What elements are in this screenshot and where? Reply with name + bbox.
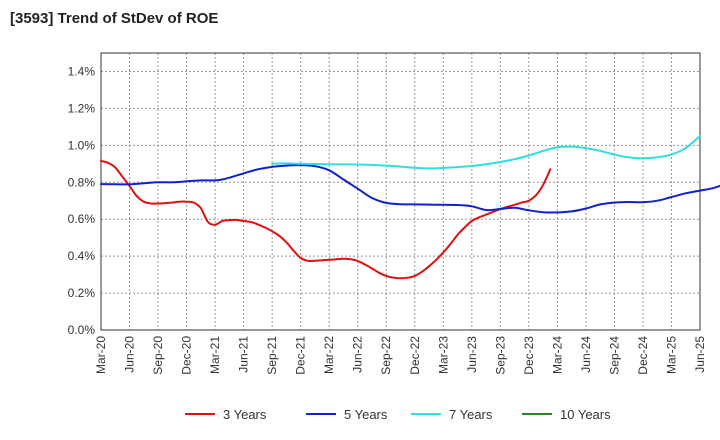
y-tick-label: 0.2%	[68, 286, 96, 300]
x-tick-label: Jun-21	[237, 336, 251, 373]
series-line-7-years	[271, 135, 701, 170]
x-tick-label: Sep-24	[607, 336, 621, 375]
y-tick-label: 0.8%	[68, 175, 96, 189]
x-tick-label: Dec-20	[180, 336, 194, 375]
legend-label-5-years: 5 Years	[344, 407, 388, 422]
x-tick-label: Mar-23	[436, 336, 450, 374]
x-tick-label: Dec-22	[408, 336, 422, 375]
x-tick-label: Jun-22	[351, 336, 365, 373]
y-tick-label: 0.6%	[68, 212, 96, 226]
series-line-5-years	[100, 164, 720, 214]
x-tick-label: Dec-24	[636, 336, 650, 375]
x-tick-label: Dec-23	[522, 336, 536, 375]
chart-title: [3593] Trend of StDev of ROE	[10, 10, 219, 27]
x-tick-label: Sep-21	[265, 336, 279, 375]
y-tick-label: 1.4%	[68, 64, 96, 78]
x-tick-label: Mar-22	[322, 336, 336, 374]
legend-label-3-years: 3 Years	[223, 407, 267, 422]
x-tick-label: Dec-21	[294, 336, 308, 375]
x-tick-label: Sep-23	[493, 336, 507, 375]
y-tick-label: 1.0%	[68, 138, 96, 152]
y-tick-label: 1.2%	[68, 101, 96, 115]
x-tick-label: Mar-21	[208, 336, 222, 374]
x-tick-label: Jun-20	[123, 336, 137, 373]
y-tick-label: 0.4%	[68, 249, 96, 263]
y-tick-label: 0.0%	[68, 323, 96, 337]
x-tick-label: Mar-24	[550, 336, 564, 374]
x-tick-label: Jun-23	[465, 336, 479, 373]
x-tick-label: Jun-25	[693, 336, 707, 373]
x-tick-label: Sep-20	[151, 336, 165, 375]
x-tick-label: Jun-24	[579, 336, 593, 373]
x-tick-label: Mar-25	[664, 336, 678, 374]
plot-area	[100, 52, 701, 331]
legend-label-10-years: 10 Years	[560, 407, 611, 422]
x-tick-label: Mar-20	[94, 336, 108, 374]
legend-label-7-years: 7 Years	[449, 407, 493, 422]
series-line-3-years	[100, 160, 552, 280]
x-tick-label: Sep-22	[379, 336, 393, 375]
